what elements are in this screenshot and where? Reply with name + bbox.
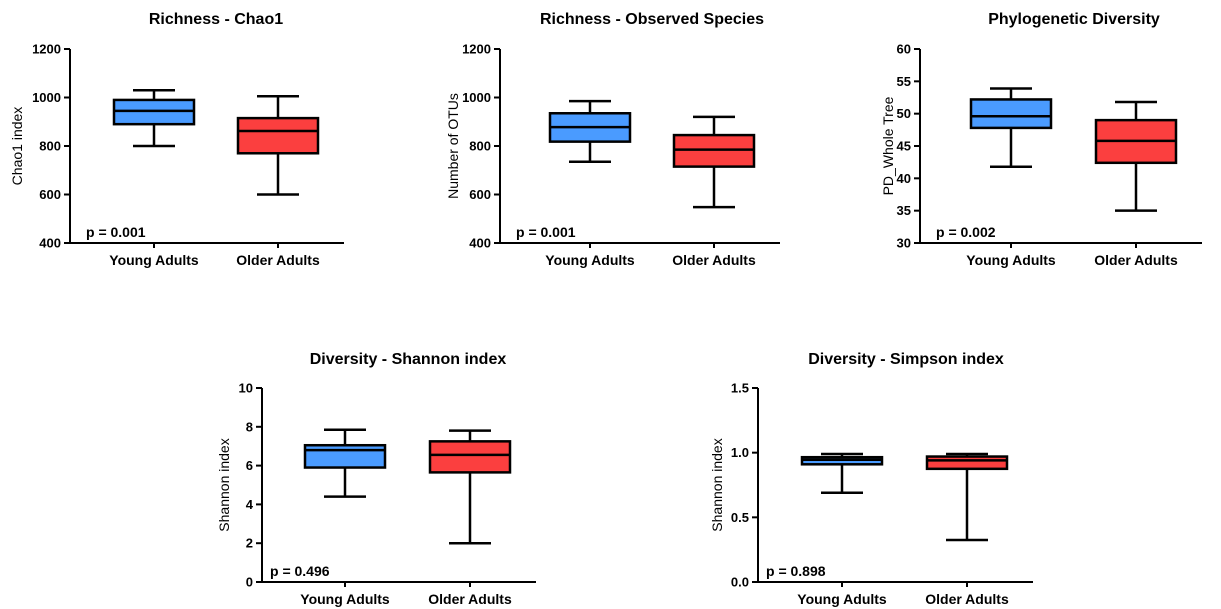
y-tick-label: 1000 [462,90,491,105]
category-label-older: Older Adults [428,591,512,607]
y-tick-label: 55 [897,74,911,89]
iqr-box [969,98,1053,130]
y-tick-label: 60 [897,42,911,57]
p-value-annotation: p = 0.898 [766,563,826,579]
box-older-adults [1094,100,1178,212]
box-older-adults [236,95,320,196]
box-young-adults [969,87,1053,168]
category-label-young: Young Adults [109,252,199,268]
box-older-adults [428,429,512,545]
category-label-young: Young Adults [545,252,635,268]
panel-title: Phylogenetic Diversity [988,11,1160,28]
y-tick-label: 1200 [462,42,491,57]
iqr-box [303,443,387,469]
y-axis-label: Number of OTUs [445,93,461,199]
category-label-young: Young Adults [966,252,1056,268]
iqr-box [925,455,1009,471]
y-tick-label: 45 [897,139,911,154]
y-tick-label: 50 [897,106,911,121]
y-tick-label: 35 [897,203,911,218]
y-tick-label: 1.5 [731,381,749,396]
y-tick-label: 400 [469,236,491,251]
category-label-older: Older Adults [672,252,756,268]
y-tick-label: 600 [469,187,491,202]
y-tick-label: 2 [246,536,253,551]
iqr-box [428,440,512,474]
y-tick-label: 1000 [32,90,61,105]
category-label-young: Young Adults [797,591,887,607]
y-tick-label: 40 [897,171,911,186]
box-young-adults [548,99,632,164]
panel-title: Richness - Observed Species [540,11,764,28]
box-older-adults [672,115,756,209]
box-older-adults [925,452,1009,542]
chart-marks: 4006008001000120040060080010001200303540… [32,42,1202,590]
panel-title: Richness - Chao1 [149,11,283,28]
y-tick-label: 0 [246,575,253,590]
y-tick-label: 800 [39,139,61,154]
panel-marks: 30 35 40 45 50 55 60 [897,42,1202,251]
panel-title: Diversity - Shannon index [310,351,507,368]
box-young-adults [303,428,387,498]
y-tick-label: 0.0 [731,575,749,590]
y-tick-label: 8 [246,419,253,434]
box-young-adults [800,452,884,495]
p-value-annotation: p = 0.001 [86,224,146,240]
panel-observed-species: Richness - Observed Species Number of OT… [445,11,764,268]
y-tick-label: 400 [39,236,61,251]
panel-marks: 400 600 800 1000 1200 [462,42,780,251]
panel-chao1: Richness - Chao1 Chao1 index p = 0.001 Y… [9,11,320,268]
y-tick-label: 0.5 [731,510,749,525]
panel-marks: 0.0 0.5 1.0 1.5 [731,381,1033,590]
y-axis-label: Chao1 index [9,107,25,186]
category-label-older: Older Adults [236,252,320,268]
y-tick-label: 10 [239,381,253,396]
panel-marks: 0 2 4 6 8 10 [239,381,536,590]
y-tick-label: 1200 [32,42,61,57]
iqr-box [236,116,320,155]
y-tick-label: 6 [246,458,253,473]
y-axis-label: PD_Whole Tree [880,96,896,195]
y-axis-label: Shannon index [216,438,232,531]
panel-simpson: Diversity - Simpson index Shannon index … [709,351,1009,607]
y-axis-label: Shannon index [709,438,725,531]
category-label-older: Older Adults [1094,252,1178,268]
y-tick-label: 600 [39,187,61,202]
panel-title: Diversity - Simpson index [808,351,1004,368]
y-tick-label: 1.0 [731,445,749,460]
panel-shannon: Diversity - Shannon index Shannon index … [216,351,512,607]
panel-phylogenetic-diversity: Phylogenetic Diversity PD_Whole Tree p =… [880,11,1178,268]
y-tick-label: 800 [469,139,491,154]
y-tick-label: 30 [897,236,911,251]
p-value-annotation: p = 0.496 [270,563,330,579]
p-value-annotation: p = 0.002 [936,224,996,240]
box-young-adults [112,88,196,148]
category-label-young: Young Adults [300,591,390,607]
p-value-annotation: p = 0.001 [516,224,576,240]
category-label-older: Older Adults [925,591,1009,607]
panel-marks: 400 600 800 1000 1200 [32,42,344,251]
y-tick-label: 4 [246,497,254,512]
